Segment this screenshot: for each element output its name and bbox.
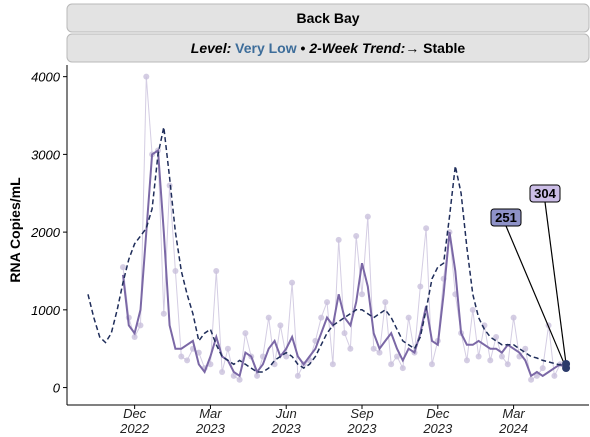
dashed-line xyxy=(87,127,567,373)
raw-point xyxy=(283,353,290,360)
x-tick-label: Sep 2023 xyxy=(347,406,377,436)
raw-point xyxy=(364,213,371,220)
raw-point xyxy=(254,372,261,379)
x-tick-label: Dec 2023 xyxy=(423,406,453,436)
level-label: Level: xyxy=(191,40,231,56)
label-box xyxy=(529,184,561,203)
raw-point xyxy=(551,372,558,379)
raw-point xyxy=(213,267,220,274)
raw-point xyxy=(119,264,126,271)
label-box xyxy=(490,208,522,227)
raw-point xyxy=(393,353,400,360)
data-label: 251 xyxy=(495,210,517,225)
raw-point xyxy=(184,357,191,364)
trend: → Stable xyxy=(405,40,465,56)
raw-point xyxy=(533,372,540,379)
trend-label: 2-Week Trend: xyxy=(308,40,405,56)
raw-point xyxy=(504,361,511,368)
y-axis-label: RNA Copies/mL xyxy=(7,177,23,283)
raw-line xyxy=(122,76,561,381)
title-strip xyxy=(66,3,590,33)
x-tick-label: Dec 2022 xyxy=(120,406,150,436)
raw-point xyxy=(423,225,430,232)
raw-point xyxy=(335,236,342,243)
solid-line xyxy=(122,148,567,378)
raw-point xyxy=(242,330,249,337)
raw-point xyxy=(341,330,348,337)
raw-point xyxy=(324,299,331,306)
raw-point xyxy=(160,310,167,317)
raw-point xyxy=(137,322,144,329)
raw-point xyxy=(329,361,336,368)
raw-point xyxy=(522,345,529,352)
raw-point xyxy=(294,372,301,379)
raw-point xyxy=(463,357,470,364)
raw-point xyxy=(405,314,412,321)
raw-point xyxy=(236,376,243,383)
raw-point xyxy=(510,314,517,321)
chart-title: Back Bay xyxy=(296,10,359,26)
raw-point xyxy=(166,182,173,189)
raw-point xyxy=(195,349,202,356)
y-tick-label: 2000 xyxy=(30,225,61,240)
y-tick-label: 4000 xyxy=(31,70,61,85)
y-tick-label: 0 xyxy=(53,381,61,396)
raw-point xyxy=(487,357,494,364)
raw-point xyxy=(475,353,482,360)
raw-point xyxy=(388,361,395,368)
x-tick-label: Jun 2023 xyxy=(271,406,301,436)
raw-point xyxy=(370,345,377,352)
chart-subtitle: Level: Very Low • 2-Week Trend:→ Stable xyxy=(191,40,466,56)
raw-point xyxy=(376,349,383,356)
raw-point xyxy=(399,365,406,372)
raw-point xyxy=(347,345,354,352)
raw-point xyxy=(219,369,226,376)
label-leader xyxy=(505,225,567,369)
data-label: 304 xyxy=(534,186,556,201)
y-tick-label: 1000 xyxy=(31,303,61,318)
raw-point xyxy=(417,283,424,290)
raw-point xyxy=(172,267,179,274)
level: Very Low xyxy=(235,40,297,56)
subtitle-strip xyxy=(66,33,590,63)
raw-point xyxy=(469,306,476,313)
raw-point xyxy=(143,73,150,80)
raw-point xyxy=(178,353,185,360)
label-leader xyxy=(544,201,567,365)
x-tick-label: Mar 2024 xyxy=(499,406,529,436)
raw-point xyxy=(539,365,546,372)
raw-point xyxy=(131,334,138,341)
raw-point xyxy=(493,334,500,341)
raw-point xyxy=(498,353,505,360)
raw-point xyxy=(528,376,535,383)
end-point xyxy=(562,359,571,368)
y-tick-label: 3000 xyxy=(31,147,61,162)
raw-point xyxy=(277,322,284,329)
raw-point xyxy=(230,372,237,379)
raw-point xyxy=(318,314,325,321)
raw-point xyxy=(353,233,360,239)
x-tick-label: Mar 2023 xyxy=(195,406,225,436)
raw-point xyxy=(265,314,272,321)
separator: • xyxy=(301,40,306,56)
raw-point xyxy=(289,279,296,286)
raw-point xyxy=(428,361,435,368)
raw-point xyxy=(359,291,366,298)
raw-point xyxy=(382,299,389,306)
raw-point xyxy=(224,345,231,352)
